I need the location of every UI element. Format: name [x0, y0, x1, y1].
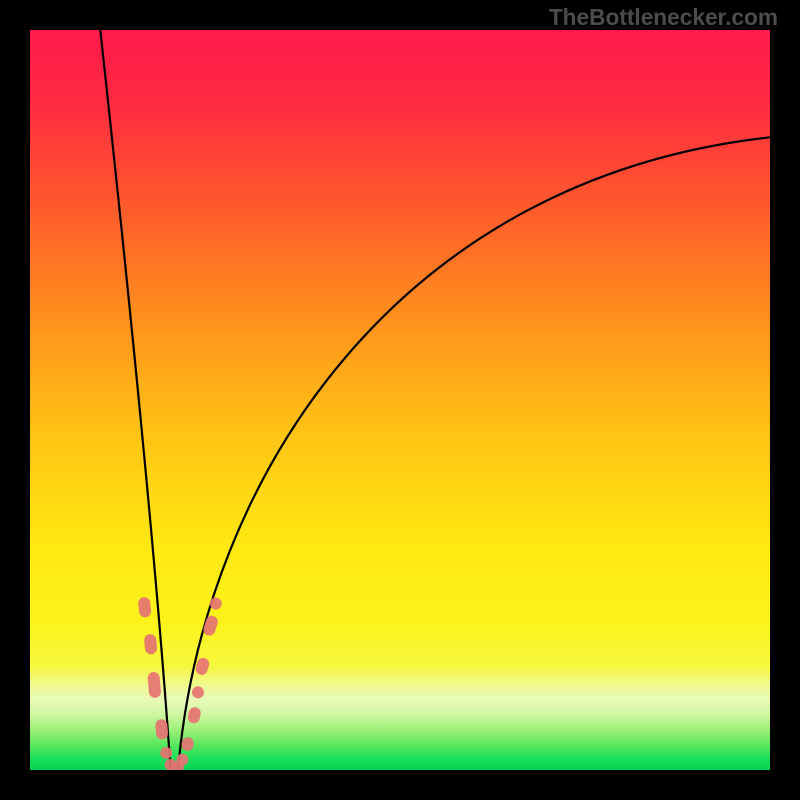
watermark-text: TheBottlenecker.com [549, 4, 778, 31]
bottleneck-chart [30, 30, 770, 770]
chart-frame: TheBottlenecker.com [0, 0, 800, 800]
gradient-background [30, 30, 770, 770]
plot-area [30, 30, 770, 770]
